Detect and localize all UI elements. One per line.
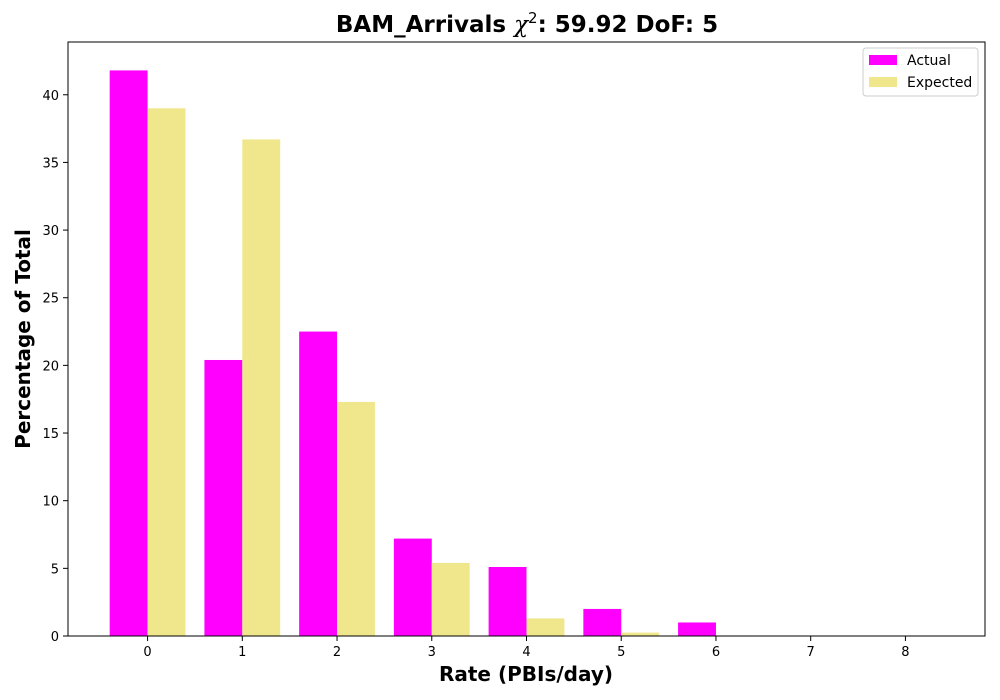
- y-tick-label: 20: [42, 359, 59, 374]
- x-tick-label: 5: [617, 645, 625, 660]
- bars-group: [109, 70, 754, 637]
- x-tick-label: 3: [428, 645, 436, 660]
- x-tick-label: 0: [143, 645, 151, 660]
- bar-actual-6: [678, 622, 716, 636]
- legend: Actual Expected: [862, 47, 979, 97]
- bar-expected-4: [526, 618, 565, 636]
- chart-title: BAM_Arrivals χ2: 59.92 DoF: 5: [336, 9, 718, 38]
- title-sup: 2: [528, 9, 538, 27]
- legend-swatch-expected: [869, 77, 897, 87]
- legend-label-actual: Actual: [907, 53, 951, 69]
- x-tick-label: 1: [238, 645, 246, 660]
- x-ticks: 0 1 2 3 4 5 6 7 8: [143, 636, 910, 660]
- x-tick-label: 6: [712, 645, 720, 660]
- y-tick-label: 25: [42, 292, 59, 307]
- bar-expected-5: [621, 632, 660, 636]
- x-tick-label: 7: [807, 645, 815, 660]
- plot-frame: [67, 41, 986, 637]
- bar-actual-4: [488, 566, 527, 636]
- y-tick-label: 10: [42, 495, 59, 510]
- y-axis-label: Percentage of Total: [11, 229, 35, 449]
- bar-expected-1: [242, 139, 281, 636]
- y-tick-label: 30: [42, 224, 59, 239]
- title-suffix: : 59.92 DoF: 5: [538, 12, 719, 38]
- y-tick-label: 5: [51, 562, 59, 577]
- title-chi: χ: [512, 12, 530, 38]
- y-tick-label: 15: [42, 427, 59, 442]
- x-tick-label: 8: [901, 645, 909, 660]
- bar-actual-2: [299, 331, 338, 636]
- y-ticks: 0 5 10 15 20 25 30 35 40: [42, 89, 68, 645]
- x-axis-label: Rate (PBIs/day): [439, 662, 613, 686]
- y-tick-label: 0: [51, 630, 59, 645]
- bar-actual-5: [583, 608, 622, 636]
- bar-expected-3: [431, 562, 470, 636]
- y-tick-label: 40: [42, 89, 59, 104]
- x-tick-label: 4: [522, 645, 530, 660]
- bar-actual-3: [393, 538, 432, 636]
- legend-label-expected: Expected: [907, 75, 972, 91]
- legend-swatch-actual: [869, 55, 897, 65]
- bar-actual-1: [204, 359, 243, 636]
- bar-expected-2: [337, 401, 375, 636]
- y-tick-label: 35: [42, 156, 59, 171]
- title-prefix: BAM_Arrivals: [336, 12, 514, 38]
- x-tick-label: 2: [333, 645, 341, 660]
- bar-expected-0: [147, 108, 186, 637]
- bar-actual-0: [109, 70, 148, 637]
